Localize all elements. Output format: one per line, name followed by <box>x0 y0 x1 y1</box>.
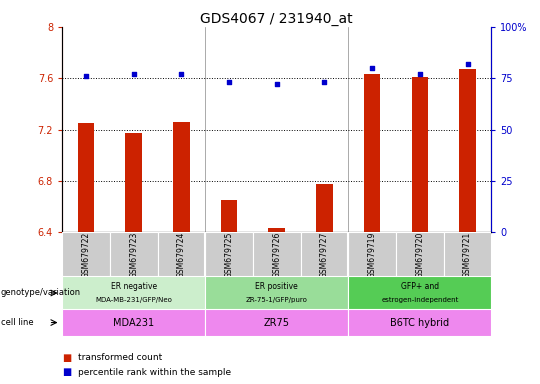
Bar <box>268 228 285 232</box>
Text: GSM679727: GSM679727 <box>320 231 329 278</box>
Bar <box>221 200 238 232</box>
Point <box>368 65 376 71</box>
Text: GSM679721: GSM679721 <box>463 231 472 278</box>
Point <box>273 81 281 88</box>
Bar <box>316 184 333 232</box>
Text: ■: ■ <box>62 353 71 363</box>
Bar <box>411 77 428 232</box>
Text: GFP+ and: GFP+ and <box>401 282 439 291</box>
Bar <box>459 69 476 232</box>
Bar <box>444 232 491 276</box>
Bar <box>364 74 381 232</box>
Text: ZR75: ZR75 <box>264 318 290 328</box>
Text: MDA-MB-231/GFP/Neo: MDA-MB-231/GFP/Neo <box>95 297 172 303</box>
Point <box>225 79 233 85</box>
Text: GSM679725: GSM679725 <box>225 231 234 278</box>
Text: transformed count: transformed count <box>78 353 163 362</box>
Point <box>320 79 329 85</box>
Bar <box>205 232 253 276</box>
Text: genotype/variation: genotype/variation <box>1 288 80 298</box>
Text: ■: ■ <box>62 367 71 377</box>
Text: GSM679719: GSM679719 <box>368 231 377 278</box>
Bar <box>158 232 205 276</box>
Text: B6TC hybrid: B6TC hybrid <box>390 318 449 328</box>
Bar <box>110 232 158 276</box>
Bar <box>78 123 94 232</box>
Text: ER positive: ER positive <box>255 282 298 291</box>
Title: GDS4067 / 231940_at: GDS4067 / 231940_at <box>200 12 353 26</box>
Point <box>416 71 424 77</box>
Text: GSM679723: GSM679723 <box>129 231 138 278</box>
Bar <box>125 134 142 232</box>
Text: MDA231: MDA231 <box>113 318 154 328</box>
Bar <box>205 309 348 336</box>
Point <box>130 71 138 77</box>
Point <box>463 61 472 67</box>
Bar <box>348 276 491 309</box>
Text: ER negative: ER negative <box>111 282 157 291</box>
Point <box>82 73 90 79</box>
Text: GSM679722: GSM679722 <box>82 231 91 278</box>
Point <box>177 71 186 77</box>
Bar <box>348 309 491 336</box>
Bar <box>62 276 205 309</box>
Text: cell line: cell line <box>1 318 33 327</box>
Bar <box>62 309 205 336</box>
Bar <box>348 232 396 276</box>
Text: GSM679724: GSM679724 <box>177 231 186 278</box>
Bar <box>205 276 348 309</box>
Text: estrogen-independent: estrogen-independent <box>381 297 458 303</box>
Bar <box>301 232 348 276</box>
Bar <box>62 232 110 276</box>
Bar <box>396 232 444 276</box>
Text: GSM679726: GSM679726 <box>272 231 281 278</box>
Text: GSM679720: GSM679720 <box>415 231 424 278</box>
Text: ZR-75-1/GFP/puro: ZR-75-1/GFP/puro <box>246 297 308 303</box>
Text: percentile rank within the sample: percentile rank within the sample <box>78 368 232 377</box>
Bar <box>253 232 301 276</box>
Bar <box>173 122 190 232</box>
